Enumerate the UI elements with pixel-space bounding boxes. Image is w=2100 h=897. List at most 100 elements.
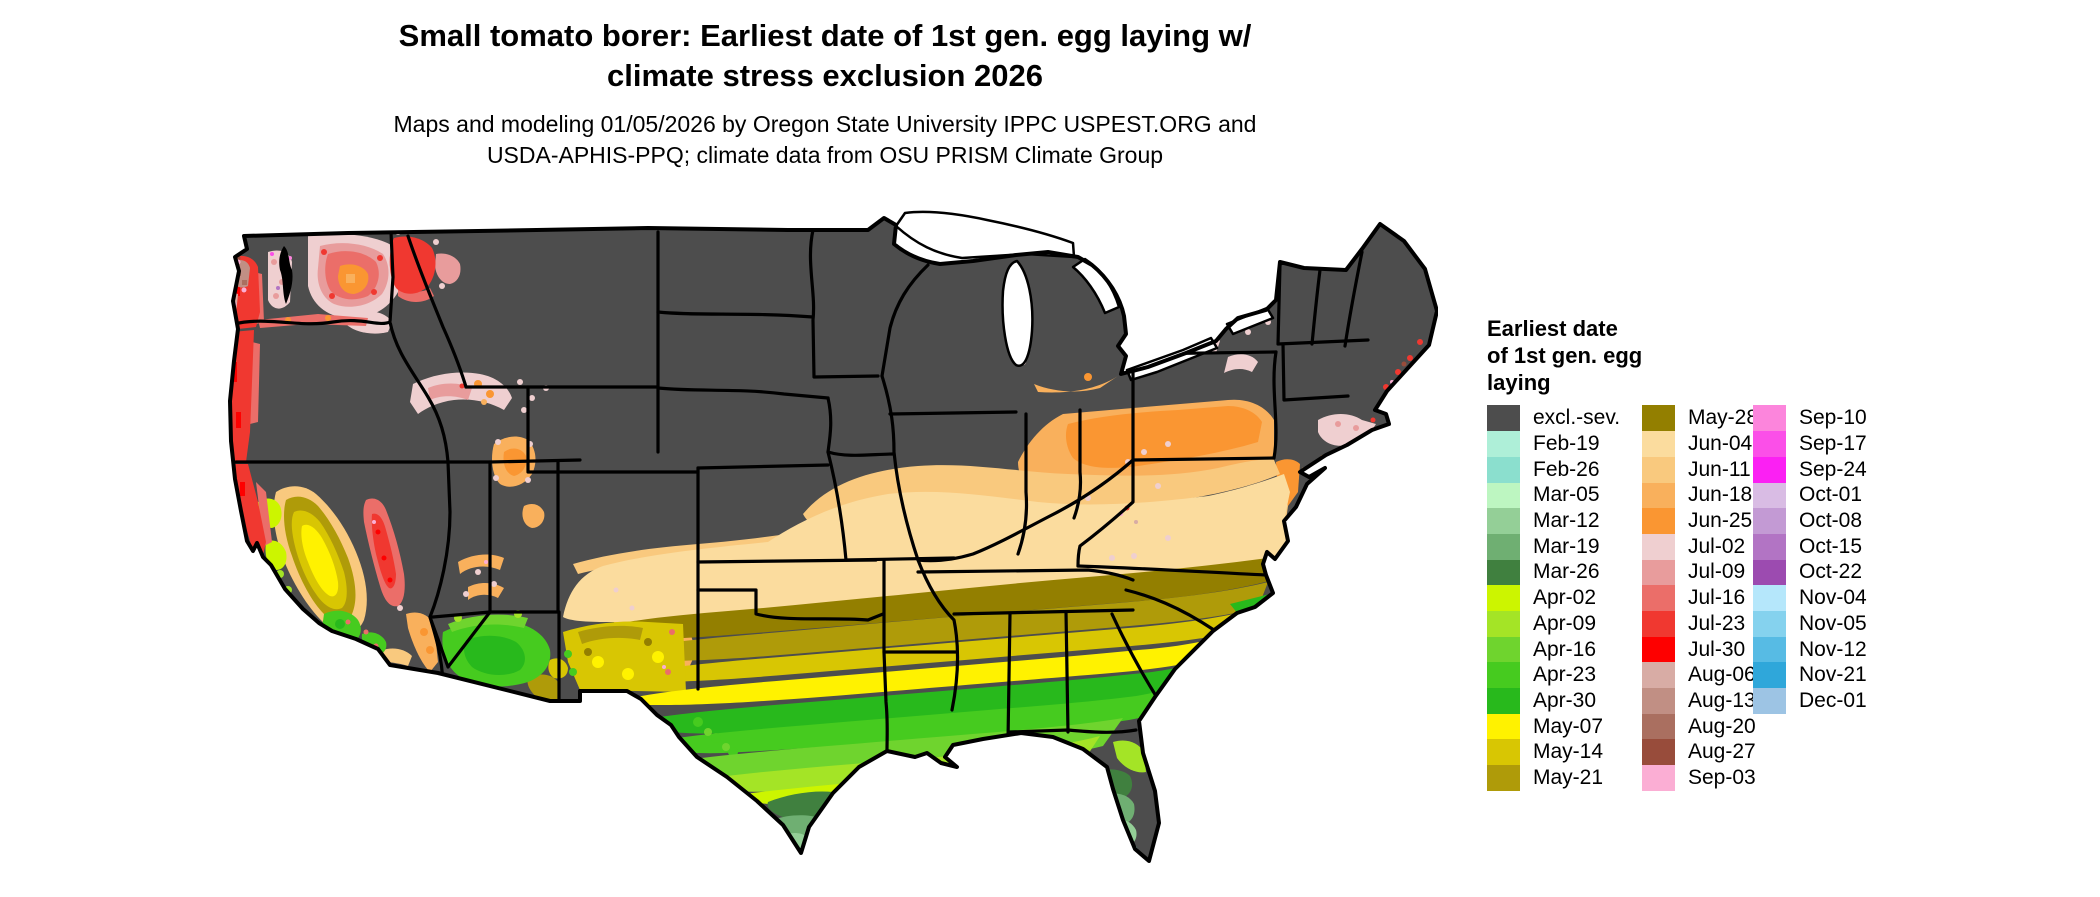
legend-item-label: Jun-25 (1688, 509, 1753, 533)
state-borders (232, 228, 1370, 753)
legend-item-label: Jun-18 (1688, 483, 1753, 507)
legend-swatch (1753, 610, 1786, 637)
legend-item: Sep-17 (1753, 431, 1893, 457)
puget-sound (279, 246, 293, 304)
legend-item: Oct-01 (1753, 482, 1893, 509)
map-title: Small tomato borer: Earliest date of 1st… (160, 16, 1490, 95)
legend-item: Oct-08 (1753, 508, 1893, 534)
legend-swatch (1487, 636, 1520, 663)
legend-item: Nov-12 (1753, 636, 1893, 663)
legend-item-label: Oct-15 (1799, 534, 1863, 558)
legend-title-line3: laying (1487, 369, 1551, 395)
legend-title-line2: of 1st gen. egg (1487, 342, 1643, 368)
legend-item-label: Nov-05 (1799, 611, 1867, 635)
legend-item: Mar-12 (1487, 508, 1642, 534)
legend-column: May-28 Jun-04 Jun-11 Jun-18 Jun-25 Jul-02 Jul-… (1642, 405, 1758, 791)
legend-item: Feb-26 (1487, 456, 1642, 483)
legend-item-label: Dec-01 (1799, 688, 1867, 712)
legend-swatch (1642, 713, 1675, 740)
legend-swatch (1753, 482, 1786, 509)
legend-item-label: Aug-06 (1688, 663, 1756, 687)
legend-item: Sep-10 (1753, 405, 1893, 432)
legend-swatch (1753, 559, 1786, 586)
legend-item-label: Apr-23 (1533, 663, 1597, 687)
legend-item: Apr-09 (1487, 610, 1642, 637)
map-subtitle: Maps and modeling 01/05/2026 by Oregon S… (160, 109, 1490, 171)
legend-swatch (1487, 739, 1520, 766)
legend-item: Mar-19 (1487, 533, 1642, 560)
legend-item-label: May-28 (1688, 406, 1759, 430)
region-apr30-accents (335, 594, 1270, 676)
legend-item: Nov-04 (1753, 585, 1893, 611)
legend-swatch (1642, 765, 1675, 791)
legend-swatch (1642, 585, 1675, 611)
legend-swatch (1753, 456, 1786, 483)
legend-item-label: Sep-17 (1799, 432, 1867, 456)
legend-item-label: Apr-02 (1533, 586, 1597, 610)
region-jun04 (563, 474, 1290, 622)
legend-item-label: Jun-11 (1688, 457, 1751, 481)
legend-item-label: Jul-02 (1688, 534, 1746, 558)
legend-item: Aug-27 (1642, 739, 1756, 766)
legend-item: Nov-05 (1753, 610, 1893, 637)
legend-item-label: Mar-26 (1533, 560, 1600, 584)
legend-swatch (1487, 610, 1520, 637)
legend-item: Jul-09 (1642, 559, 1753, 586)
legend-item-label: Oct-08 (1799, 509, 1863, 533)
legend-column: excl.-sev. Feb-19 Feb-26 Mar-05 Mar-12 Mar-19… (1487, 405, 1642, 791)
legend-item-label: Mar-12 (1533, 509, 1600, 533)
legend-swatch (1642, 739, 1675, 766)
legend-item-label: Jul-23 (1688, 611, 1746, 635)
legend-item-label: Nov-12 (1799, 637, 1867, 661)
legend-item-label: Jul-30 (1688, 637, 1746, 661)
legend-item: Jun-11 (1642, 456, 1753, 483)
legend-item: Aug-20 (1642, 713, 1756, 740)
legend-swatch (1487, 688, 1520, 714)
region-apr30-band (628, 656, 1216, 734)
legend-swatch (1753, 636, 1786, 663)
legend-item: May-28 (1642, 405, 1758, 432)
legend-item: excl.-sev. (1487, 405, 1642, 432)
conus-outline (228, 216, 1439, 863)
map-title-line2: climate stress exclusion 2026 (607, 57, 1043, 93)
region-may28-band (586, 558, 1273, 640)
legend-item: Apr-30 (1487, 688, 1642, 714)
legend-swatch (1642, 405, 1675, 432)
legend-item: Feb-19 (1487, 431, 1642, 457)
legend-item-label: Mar-05 (1533, 483, 1600, 507)
legend-item-label: Feb-26 (1533, 457, 1600, 481)
legend-swatch (1753, 508, 1786, 534)
legend-swatch (1487, 456, 1520, 483)
legend-item-label: Apr-16 (1533, 637, 1597, 661)
region-may07 (301, 524, 1240, 706)
legend-item: Sep-03 (1642, 765, 1756, 791)
legend-item: Jul-23 (1642, 610, 1753, 637)
legend-swatch (1487, 482, 1520, 509)
legend-item-label: Nov-21 (1799, 663, 1867, 687)
region-may28-accents (584, 638, 652, 656)
legend-item-label: Nov-04 (1799, 586, 1867, 610)
legend-item-label: Jul-09 (1688, 560, 1746, 584)
legend-item: Jul-30 (1642, 636, 1753, 663)
legend-item-label: May-21 (1533, 765, 1604, 789)
legend-item: Oct-15 (1753, 533, 1893, 560)
legend-swatch (1753, 405, 1786, 432)
legend-item: Apr-16 (1487, 636, 1642, 663)
us-map (228, 162, 1439, 892)
legend-swatch (1487, 508, 1520, 534)
legend-swatch (1642, 610, 1675, 637)
us-map-svg (228, 210, 1439, 863)
legend-swatch (1487, 765, 1520, 791)
legend-swatch (1487, 585, 1520, 611)
region-sep17 (270, 252, 274, 256)
legend-item-label: Feb-19 (1533, 432, 1600, 456)
legend-item-label: May-07 (1533, 714, 1604, 738)
legend-item: Aug-13 (1642, 688, 1756, 714)
region-mar05 (783, 835, 1121, 847)
legend-item-label: Mar-19 (1533, 534, 1600, 558)
legend-item-label: Aug-13 (1688, 688, 1756, 712)
legend-item: Jun-25 (1642, 508, 1753, 534)
legend-swatch (1753, 533, 1786, 560)
region-mar12 (780, 819, 1137, 852)
